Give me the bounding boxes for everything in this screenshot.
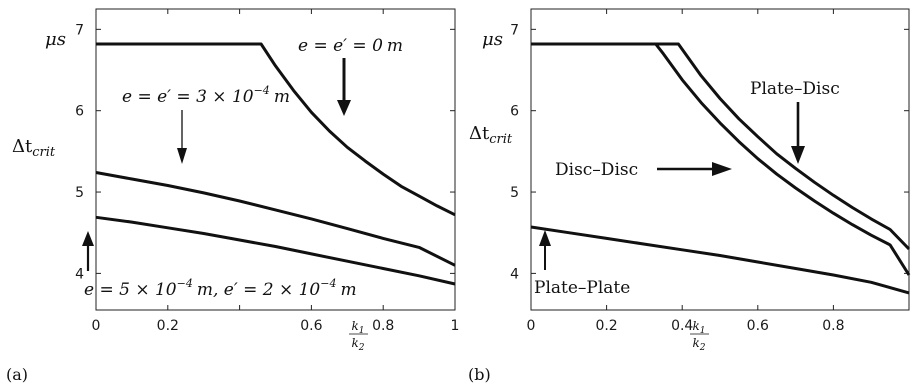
arrow-annotation: [82, 231, 94, 271]
series-line-0: [531, 42, 911, 251]
x-tick-label: 0.2: [157, 318, 179, 334]
x-tick-label: 0: [527, 318, 536, 334]
y-tick-label: 7: [510, 22, 519, 38]
y-unit-label: μs: [482, 29, 503, 50]
y-tick-label: 6: [510, 104, 519, 120]
annotation-label: e = 5 × 10−4 m, e′ = 2 × 10−4 m: [84, 277, 357, 300]
y-tick-label: 7: [75, 22, 84, 38]
panel-label: (b): [468, 365, 491, 384]
panel-b: 0 0.2 0.4 0.6 0.8 4 5 6 7 μs Δtcrit k1 k2 (b) Pl…: [468, 8, 911, 384]
y-tick-label: 6: [75, 104, 84, 120]
svg-text:k1: k1: [692, 319, 705, 336]
x-tick-label: 0.2: [595, 318, 617, 334]
series-group: [95, 42, 456, 286]
y-unit-label: μs: [45, 29, 66, 50]
x-tick-label: 0.8: [822, 318, 844, 334]
series-line-2: [530, 225, 910, 295]
panel-label: (a): [6, 365, 28, 384]
series-line-0: [96, 42, 456, 217]
series-label-plate-disc: Plate–Disc: [750, 79, 840, 99]
arrow-annotation: [337, 58, 351, 116]
y-tick-label: 4: [510, 266, 519, 282]
x-tick-label: 0.6: [747, 318, 769, 334]
series-group: [530, 42, 911, 295]
arrow-annotation: [539, 230, 551, 270]
series-label-plate-plate: Plate–Plate: [534, 278, 630, 298]
y-axis-label: Δtcrit: [12, 136, 56, 160]
x-tick-label: 0.6: [300, 318, 322, 334]
arrow-annotation: [177, 110, 187, 164]
x-tick-label: 0.4: [671, 318, 693, 334]
y-axis-label: Δtcrit: [469, 123, 513, 147]
arrow-annotation: [657, 162, 732, 176]
annotation-label: e = e′ = 3 × 10−4 m: [122, 84, 290, 107]
axis-ticks: 0 0.2 0.4 0.6 0.8 4 5 6 7: [510, 9, 909, 334]
series-label-disc-disc: Disc–Disc: [555, 160, 638, 180]
y-tick-label: 4: [75, 266, 84, 282]
y-tick-label: 5: [75, 185, 84, 201]
svg-text:k2: k2: [692, 336, 705, 353]
svg-text:k1: k1: [351, 319, 364, 336]
panel-a: 0 0.2 0.6 0.8 1 4 5 6 7 μs Δtcrit k1 k2 (a) e = …: [6, 8, 459, 384]
x-axis-label: k1 k2: [349, 319, 368, 353]
x-tick-label: 0.8: [372, 318, 394, 334]
series-line-1: [95, 171, 456, 267]
plot-frame: [530, 8, 910, 311]
y-tick-label: 5: [510, 185, 519, 201]
x-tick-label: 0: [92, 318, 101, 334]
series-line-2: [95, 215, 456, 286]
plot-frame: [95, 8, 456, 311]
axis-ticks: 0 0.2 0.6 0.8 1 4 5 6 7: [75, 9, 459, 334]
svg-text:k2: k2: [351, 336, 364, 353]
series-line-1: [531, 42, 911, 276]
x-tick-label: 1: [451, 318, 460, 334]
arrow-annotation: [791, 102, 805, 164]
x-axis-label: k1 k2: [690, 319, 709, 353]
